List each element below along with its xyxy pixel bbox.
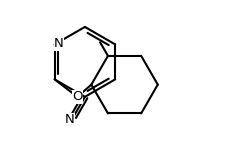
Text: O: O <box>72 90 83 103</box>
Text: N: N <box>64 113 74 126</box>
Text: N: N <box>54 37 64 50</box>
